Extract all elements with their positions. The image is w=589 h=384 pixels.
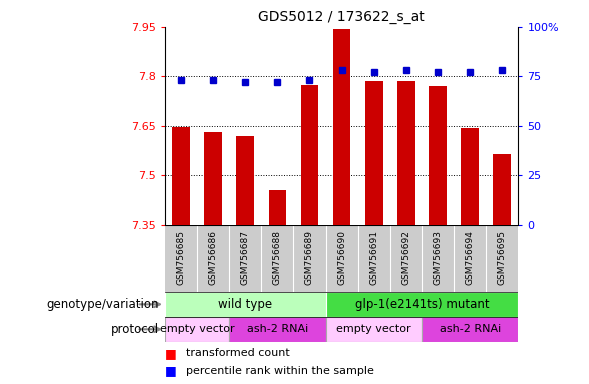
Bar (422, 317, 518, 342)
Text: genotype/variation: genotype/variation (47, 298, 159, 311)
Bar (165, 292, 326, 317)
Bar (326, 317, 422, 342)
Text: GSM756691: GSM756691 (369, 230, 378, 285)
Bar (269, 190, 286, 225)
Bar (494, 154, 511, 225)
Bar (397, 81, 415, 225)
Text: ■: ■ (165, 364, 181, 377)
Text: GSM756685: GSM756685 (177, 230, 186, 285)
Text: glp-1(e2141ts) mutant: glp-1(e2141ts) mutant (355, 298, 489, 311)
Text: ■: ■ (165, 347, 181, 360)
Text: empty vector: empty vector (160, 324, 234, 334)
Text: GSM756694: GSM756694 (466, 230, 475, 285)
Bar (204, 132, 222, 225)
Text: GSM756687: GSM756687 (241, 230, 250, 285)
Bar (172, 127, 190, 225)
Text: percentile rank within the sample: percentile rank within the sample (186, 366, 373, 376)
Bar (333, 28, 350, 225)
Text: empty vector: empty vector (336, 324, 411, 334)
Text: GSM756688: GSM756688 (273, 230, 282, 285)
Text: GSM756692: GSM756692 (401, 230, 411, 285)
Bar (236, 136, 254, 225)
Title: GDS5012 / 173622_s_at: GDS5012 / 173622_s_at (258, 10, 425, 25)
Bar (365, 81, 383, 225)
Text: GSM756690: GSM756690 (337, 230, 346, 285)
Text: GSM756693: GSM756693 (434, 230, 442, 285)
Text: GSM756695: GSM756695 (498, 230, 507, 285)
Bar (165, 317, 229, 342)
Bar (461, 128, 479, 225)
Text: GSM756689: GSM756689 (305, 230, 314, 285)
Text: transformed count: transformed count (186, 348, 289, 358)
Bar (229, 317, 326, 342)
Text: ash-2 RNAi: ash-2 RNAi (247, 324, 308, 334)
Bar (429, 86, 447, 225)
Bar (300, 84, 318, 225)
Text: GSM756686: GSM756686 (209, 230, 217, 285)
Bar (326, 292, 518, 317)
Text: ash-2 RNAi: ash-2 RNAi (439, 324, 501, 334)
Text: protocol: protocol (111, 323, 159, 336)
Text: wild type: wild type (218, 298, 272, 311)
